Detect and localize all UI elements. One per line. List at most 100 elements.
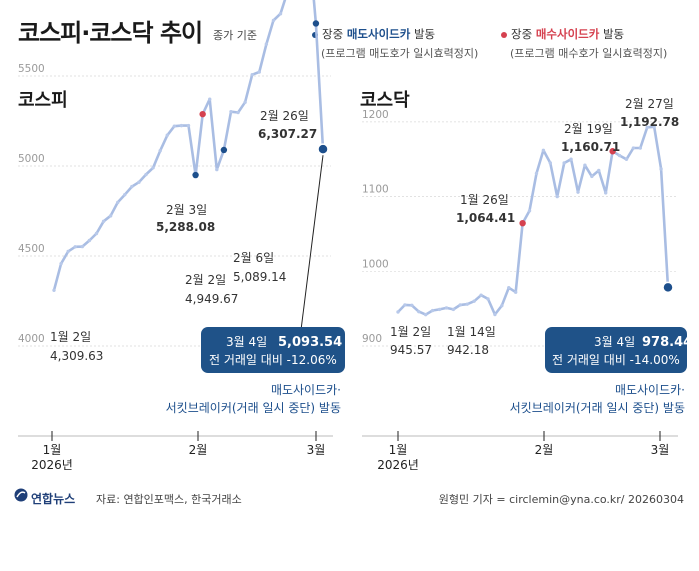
kospi-note-line1: 매도사이드카· bbox=[271, 383, 341, 397]
kosdaq-x-tick-label: 2월 bbox=[535, 443, 554, 457]
kosdaq-data-point bbox=[534, 171, 539, 176]
kospi-start-value: 4,309.63 bbox=[50, 349, 103, 363]
kosdaq-data-point bbox=[659, 167, 663, 171]
kosdaq-peak-value: 1,192.78 bbox=[620, 115, 679, 129]
kospi-peak-label: 2월 26일 bbox=[260, 109, 309, 123]
kosdaq-data-point bbox=[410, 303, 414, 307]
legend-buy-dot-icon bbox=[501, 31, 507, 38]
kosdaq-data-point bbox=[548, 161, 553, 165]
kosdaq-data-point bbox=[437, 307, 442, 312]
kosdaq-data-point bbox=[569, 157, 573, 161]
kospi-sell-sidecar-marker bbox=[312, 20, 320, 27]
kospi-x-tick-label: 2월 bbox=[189, 443, 208, 457]
kospi-data-point bbox=[137, 180, 141, 184]
kosdaq-data-point bbox=[603, 191, 608, 195]
kosdaq-data-point bbox=[444, 306, 449, 310]
kosdaq-final-change: 전 거래일 대비 -14.00% bbox=[552, 353, 680, 367]
kosdaq-data-point bbox=[631, 146, 636, 150]
kosdaq-data-point bbox=[423, 312, 428, 317]
kosdaq-data-point bbox=[451, 307, 456, 312]
kosdaq-data-point bbox=[479, 293, 483, 297]
kospi-data-point bbox=[186, 123, 191, 128]
kosdaq-data-point bbox=[645, 125, 649, 129]
yonhap-logo-icon bbox=[14, 488, 28, 502]
kospi-final-leader-line bbox=[300, 155, 324, 331]
kosdaq-buy-sidecar-marker bbox=[519, 219, 526, 227]
kosdaq-data-point bbox=[465, 302, 469, 306]
legend-buy-bold: 매수사이드카 bbox=[535, 27, 600, 41]
kospi-data-point bbox=[229, 109, 233, 114]
kospi-a1-value: 5,288.08 bbox=[156, 220, 215, 234]
kosdaq-data-point bbox=[597, 168, 601, 173]
kospi-data-point bbox=[264, 42, 269, 46]
kosdaq-data-point bbox=[562, 161, 566, 165]
kosdaq-x-tick-label: 1월 bbox=[389, 443, 408, 457]
kospi-sell-sidecar-marker bbox=[220, 146, 228, 154]
kospi-x-tick-year: 2026년 bbox=[31, 458, 73, 472]
kosdaq-data-point bbox=[493, 312, 497, 317]
kosdaq-a1-label: 1월 26일 bbox=[460, 193, 509, 207]
kosdaq-data-point bbox=[458, 303, 463, 307]
footer-logo-text: 연합뉴스 bbox=[31, 492, 76, 506]
kospi-a2-value: 4,949.67 bbox=[185, 292, 238, 306]
kospi-data-point bbox=[130, 184, 134, 189]
kospi-data-point bbox=[172, 124, 177, 128]
kospi-data-point bbox=[165, 133, 169, 137]
legend-sell-suffix: 발동 bbox=[410, 27, 436, 41]
kosdaq-data-point bbox=[590, 174, 594, 179]
kosdaq-peak-label: 2월 27일 bbox=[625, 97, 674, 111]
kosdaq-a2-label: 2월 19일 bbox=[564, 122, 613, 136]
kosdaq-low-label: 1월 14일 bbox=[447, 325, 496, 339]
kospi-final-marker bbox=[317, 143, 329, 155]
kospi-a3-label: 2월 6일 bbox=[233, 251, 274, 265]
kospi-sell-sidecar-marker bbox=[192, 171, 199, 179]
kospi-data-point bbox=[73, 245, 77, 249]
kosdaq-data-point bbox=[430, 308, 435, 313]
kosdaq-data-point bbox=[583, 163, 587, 167]
kospi-data-point bbox=[123, 192, 127, 197]
kospi-data-point bbox=[179, 123, 184, 128]
kospi-buy-sidecar-marker bbox=[199, 110, 206, 118]
kosdaq-data-point bbox=[638, 146, 643, 150]
legend-sell-note: (프로그램 매도호가 일시효력정지) bbox=[321, 47, 479, 60]
kospi-start-label: 1월 2일 bbox=[50, 330, 91, 344]
kosdaq-panel-title: 코스닥 bbox=[360, 90, 410, 111]
kosdaq-a2-value: 1,160.71 bbox=[561, 140, 620, 154]
kosdaq-data-point bbox=[624, 157, 629, 161]
chart-title: 코스피·코스닥 추이 bbox=[18, 19, 203, 47]
kospi-a1-label: 2월 3일 bbox=[166, 203, 207, 217]
kospi-data-point bbox=[208, 97, 212, 101]
kosdaq-note-line1: 매도사이드카· bbox=[615, 383, 685, 397]
kospi-a3-value: 5,089.14 bbox=[233, 270, 286, 284]
kosdaq-start-label: 1월 2일 bbox=[390, 325, 431, 339]
kospi-series-line bbox=[52, 0, 325, 291]
chart-subtitle: 종가 기준 bbox=[213, 29, 257, 42]
kosdaq-data-point bbox=[576, 190, 580, 194]
kospi-note-line2: 서킷브레이커(거래 일시 중단) 발동 bbox=[166, 401, 341, 415]
kosdaq-data-point bbox=[472, 299, 476, 303]
legend-buy-note: (프로그램 매수호가 일시효력정지) bbox=[510, 47, 668, 60]
kospi-data-point bbox=[215, 167, 219, 172]
kospi-final-callout bbox=[201, 327, 345, 373]
kospi-y-tick-label: 5500 bbox=[18, 63, 45, 75]
legend-sell-dot-icon bbox=[312, 31, 318, 38]
kosdaq-x-tick-year: 2026년 bbox=[377, 458, 419, 472]
kospi-final-date: 3월 4일 bbox=[226, 335, 267, 349]
kospi-data-point bbox=[250, 73, 254, 77]
kospi-y-tick-label: 5000 bbox=[18, 153, 45, 165]
kospi-x-tick-label: 3월 bbox=[307, 443, 326, 457]
kospi-data-point bbox=[59, 261, 63, 266]
kosdaq-data-point bbox=[541, 148, 546, 152]
kospi-data-point bbox=[80, 244, 85, 249]
legend-sell-prefix: 장중 bbox=[322, 27, 347, 41]
kosdaq-data-point bbox=[500, 303, 504, 308]
kosdaq-a1-value: 1,064.41 bbox=[456, 211, 515, 225]
kospi-data-point bbox=[158, 149, 162, 153]
kospi-data-point bbox=[52, 288, 56, 292]
kospi-y-tick-label: 4500 bbox=[18, 243, 45, 255]
kospi-data-point bbox=[257, 70, 261, 74]
kospi-data-point bbox=[108, 214, 113, 218]
kosdaq-data-point bbox=[527, 209, 532, 213]
kospi-final-change: 전 거래일 대비 -12.06% bbox=[209, 353, 337, 367]
legend-sell-sidecar: 장중 매도사이드카 발동 bbox=[312, 26, 435, 42]
